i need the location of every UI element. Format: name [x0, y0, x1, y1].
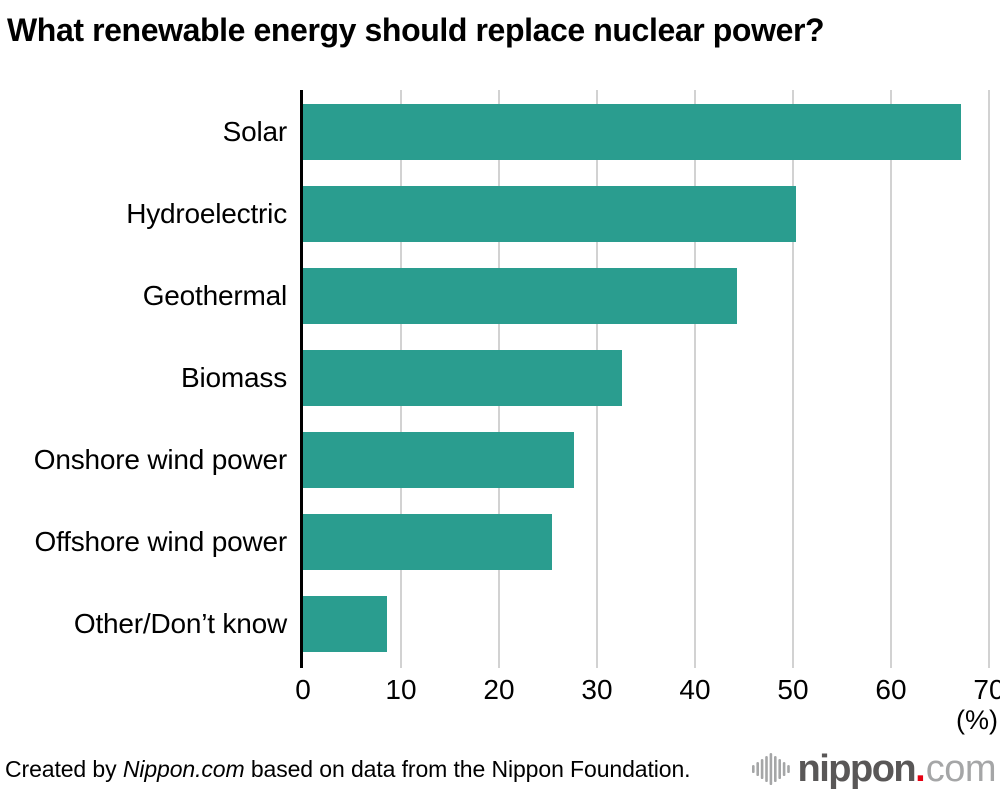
- bar-other-don-t-know: [303, 596, 388, 652]
- category-labels: Solar Hydroelectric Geothermal Biomass Onsho…: [0, 90, 300, 668]
- credit-text: Created by Nippon.com based on data from…: [5, 755, 691, 783]
- x-tick-label-10: 10: [385, 674, 417, 705]
- gridline-50: [792, 90, 794, 668]
- bar-biomass: [303, 350, 623, 406]
- gridline-40: [693, 90, 696, 668]
- soundwave-bars: [751, 753, 790, 785]
- soundwave-icon: [751, 753, 790, 785]
- bar-onshore-wind-power: [303, 432, 575, 488]
- x-tick-label-60: 60: [875, 674, 907, 705]
- x-axis-unit-label: (%): [956, 705, 998, 735]
- x-axis-ticks: (%) 0 10 20 30 40 50 60 70: [295, 668, 1000, 740]
- y-axis-line: [300, 90, 303, 668]
- gridline-60: [890, 90, 892, 668]
- x-tick-label-70: 70: [973, 674, 1000, 705]
- category-label-geothermal: Geothermal: [142, 280, 287, 311]
- category-label-biomass: Biomass: [181, 362, 287, 393]
- bar-offshore-wind-power: [303, 514, 552, 570]
- plot-area: [300, 90, 990, 668]
- logo-dot: .: [915, 748, 926, 790]
- x-tick-label-20: 20: [483, 674, 515, 705]
- gridline-70: [988, 90, 990, 668]
- bar-solar: [303, 104, 961, 160]
- bar-chart: Solar Hydroelectric Geothermal Biomass Onsho…: [0, 90, 1000, 668]
- bar-geothermal: [303, 268, 738, 324]
- x-tick-label-0: 0: [295, 674, 311, 705]
- chart-page: What renewable energy should replace nuc…: [0, 10, 1000, 806]
- credit-source: Nippon.com: [122, 755, 245, 782]
- credit-prefix: Created by: [5, 755, 123, 782]
- logo-word: nippon: [797, 748, 917, 790]
- nippon-logo: nippon . com: [751, 748, 997, 790]
- credit-suffix: based on data from the Nippon Foundation…: [244, 755, 691, 782]
- category-label-solar: Solar: [222, 116, 288, 147]
- category-label-other-don-t-know: Other/Don’t know: [73, 608, 287, 639]
- x-tick-label-40: 40: [679, 674, 711, 705]
- x-tick-label-50: 50: [777, 674, 809, 705]
- chart-title: What renewable energy should replace nuc…: [7, 12, 825, 48]
- footer: Created by Nippon.com based on data from…: [0, 750, 1000, 788]
- category-label-hydroelectric: Hydroelectric: [126, 198, 287, 229]
- x-tick-label-30: 30: [581, 674, 613, 705]
- category-label-onshore-wind-power: Onshore wind power: [33, 444, 287, 475]
- logo-tld: com: [925, 748, 997, 790]
- bar-hydroelectric: [303, 186, 796, 242]
- category-label-offshore-wind-power: Offshore wind power: [34, 526, 288, 557]
